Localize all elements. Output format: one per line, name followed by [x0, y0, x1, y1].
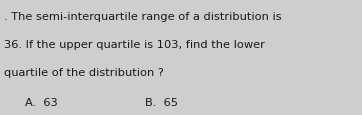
Text: . The semi-interquartile range of a distribution is: . The semi-interquartile range of a dist… [4, 12, 281, 21]
Text: 36. If the upper quartile is 103, find the lower: 36. If the upper quartile is 103, find t… [4, 40, 265, 50]
Text: quartile of the distribution ?: quartile of the distribution ? [4, 68, 164, 78]
Text: B.  65: B. 65 [145, 97, 178, 107]
Text: A.  63: A. 63 [25, 97, 58, 107]
